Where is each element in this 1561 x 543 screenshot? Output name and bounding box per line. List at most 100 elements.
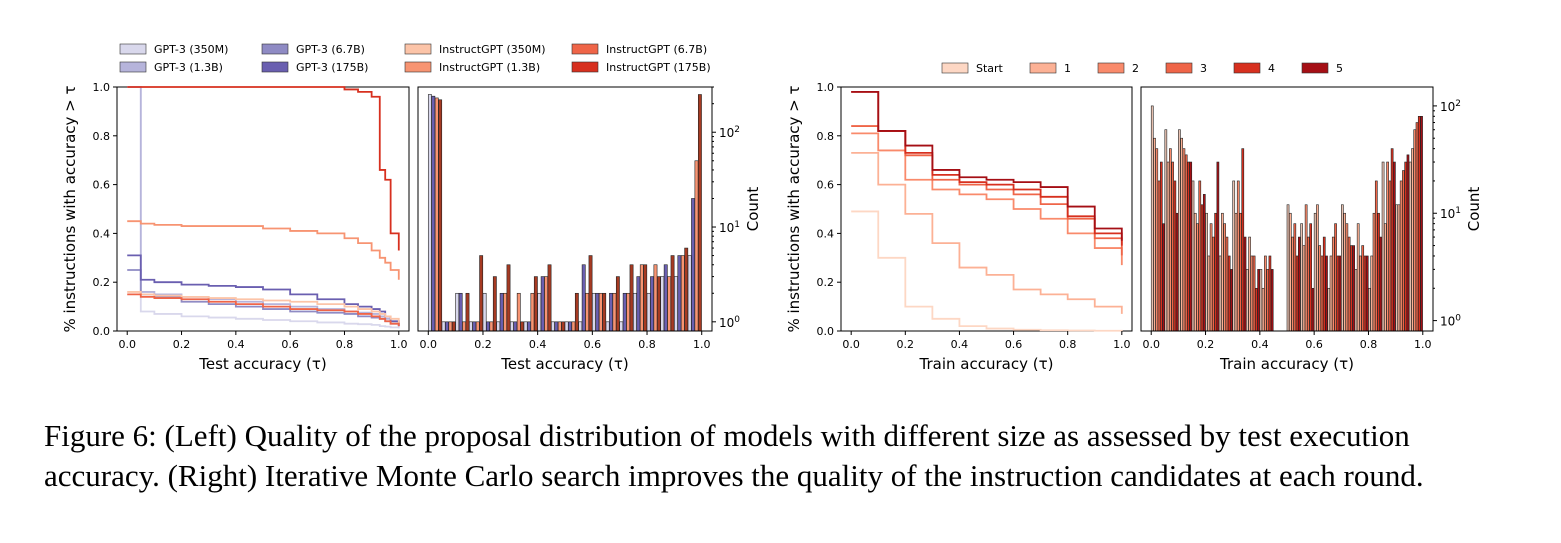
- histogram-bar: [1393, 161, 1396, 332]
- histogram-bar: [451, 321, 456, 332]
- legend-label: 2: [1132, 62, 1139, 75]
- histogram-bar: [1189, 161, 1193, 332]
- histogram-bar: [1381, 161, 1385, 332]
- histogram-bar: [1212, 236, 1215, 332]
- series-line: [851, 125, 1123, 256]
- y-tick-label: 0.6: [93, 179, 111, 192]
- histogram-bar: [663, 264, 668, 332]
- histogram-bar: [687, 255, 692, 332]
- histogram-bar: [1325, 255, 1328, 332]
- histogram-bar: [455, 292, 460, 332]
- histogram-bar: [1334, 223, 1337, 332]
- legend-label: InstructGPT (6.7B): [606, 43, 707, 56]
- histogram-bar: [1417, 116, 1421, 332]
- histogram-bar: [1322, 236, 1326, 332]
- histogram-bar: [670, 255, 675, 332]
- histogram-bar: [434, 97, 439, 332]
- histogram-bar: [1202, 194, 1206, 332]
- histogram-bar: [1162, 223, 1165, 332]
- histogram-bar: [445, 321, 449, 332]
- x-axis-label: Test accuracy (τ): [500, 355, 629, 373]
- histogram-bar: [1336, 255, 1340, 332]
- histogram-bar: [1175, 212, 1179, 332]
- histogram-bar: [482, 292, 487, 332]
- x-tick-label: 1.0: [1113, 338, 1131, 351]
- histogram-bar: [1243, 236, 1247, 332]
- histogram-bar: [1420, 116, 1423, 332]
- histogram-bar: [1241, 148, 1245, 332]
- histogram-bar: [1413, 129, 1417, 332]
- histogram-bar: [1184, 154, 1188, 332]
- histogram-bar: [574, 292, 579, 332]
- histogram-bar: [506, 264, 511, 332]
- histogram-bar: [1169, 148, 1172, 332]
- histogram-bar: [469, 321, 473, 332]
- histogram-bar: [472, 321, 477, 332]
- histogram-bar: [1384, 223, 1387, 332]
- legend-label: InstructGPT (175B): [606, 61, 711, 74]
- series-line: [127, 220, 400, 280]
- histogram-bar: [680, 255, 685, 332]
- histogram-bar: [1245, 269, 1249, 332]
- x-tick-label: 0.0: [842, 338, 860, 351]
- histogram-bar: [1252, 255, 1256, 332]
- histogram-bar: [1250, 255, 1254, 332]
- legend-swatch: [119, 43, 147, 55]
- histogram-bar: [1259, 269, 1263, 332]
- y-tick-label: 0.2: [817, 276, 835, 289]
- histogram-bar: [1352, 245, 1355, 332]
- histogram-bar: [540, 276, 545, 332]
- legend-swatch: [1097, 62, 1125, 74]
- histogram-bar: [1232, 180, 1236, 332]
- y-tick-label: 102: [1440, 99, 1461, 114]
- histogram-bar: [1196, 223, 1199, 332]
- histogram-bar: [1309, 223, 1312, 332]
- histogram-bar: [527, 321, 531, 332]
- histogram-bar: [1320, 255, 1324, 332]
- histogram-bar: [1304, 204, 1308, 332]
- left-legend: GPT-3 (350M) GPT-3 (1.3B) GPT-3 (6.7B) GPT-…: [119, 43, 711, 74]
- histogram-bar: [1178, 129, 1181, 332]
- histogram-bar: [551, 321, 555, 332]
- legend-label: 1: [1064, 62, 1071, 75]
- histogram-bar: [1370, 255, 1374, 332]
- series-line: [127, 86, 400, 251]
- histogram-bar: [1191, 180, 1195, 332]
- y-tick-label: 0.0: [817, 325, 835, 338]
- histogram-bar: [1261, 287, 1265, 332]
- histogram-bar: [1157, 180, 1161, 332]
- histogram-bar: [633, 292, 637, 332]
- histogram-bar: [1225, 236, 1229, 332]
- x-tick-label: 0.6: [281, 338, 299, 351]
- plot-frame: [417, 86, 713, 332]
- histogram-bar: [448, 321, 453, 332]
- y-tick-label: 101: [1440, 206, 1461, 221]
- histogram-bar: [1264, 255, 1267, 332]
- histogram-bar: [622, 292, 627, 332]
- histogram-bar: [571, 321, 576, 332]
- y-tick-label: 1.0: [817, 81, 835, 94]
- legend-swatch: [1233, 62, 1261, 74]
- histogram-bar: [1331, 236, 1335, 332]
- histogram-bar: [1390, 148, 1394, 332]
- histogram-bar: [1207, 255, 1211, 332]
- histogram-bar: [475, 321, 480, 332]
- y-axis-label: Count: [744, 187, 762, 232]
- x-tick-label: 0.8: [336, 338, 354, 351]
- histogram-bar: [431, 95, 436, 332]
- y-tick-label: 100: [1440, 314, 1461, 329]
- x-tick-label: 0.0: [118, 338, 136, 351]
- histogram-bar: [636, 276, 641, 332]
- x-tick-label: 0.2: [897, 338, 915, 351]
- legend-label: 5: [1336, 62, 1343, 75]
- x-tick-label: 0.6: [1305, 338, 1323, 351]
- histogram-bar: [1316, 204, 1319, 332]
- figure-canvas: GPT-3 (350M) GPT-3 (1.3B) GPT-3 (6.7B) GPT-…: [61, 43, 1483, 373]
- histogram-bar: [1377, 212, 1380, 332]
- series-line: [851, 132, 1123, 266]
- legend-label: GPT-3 (350M): [154, 43, 228, 56]
- histogram-bar: [677, 255, 682, 332]
- series-line: [127, 86, 400, 329]
- legend-swatch: [1029, 62, 1057, 74]
- histogram-bar: [516, 292, 521, 332]
